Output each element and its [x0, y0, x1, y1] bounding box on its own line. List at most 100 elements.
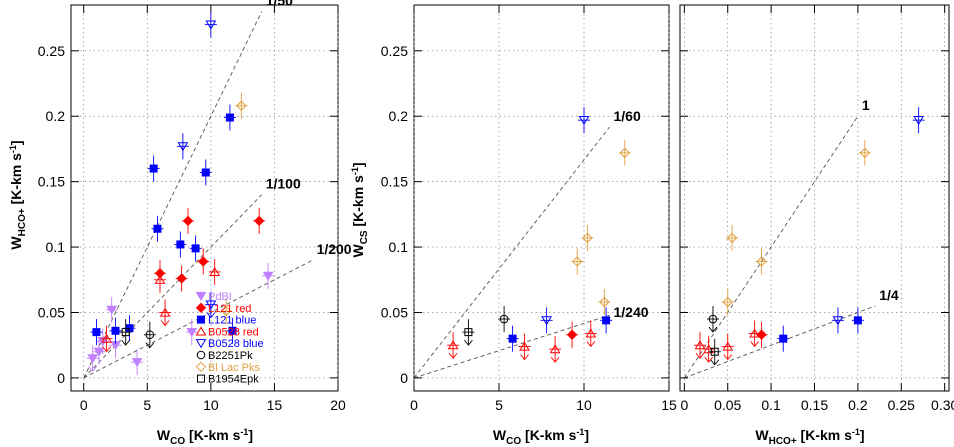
x-tick-label: 5 [143, 397, 151, 413]
ratio-lines-left: 1/50 1/100 1/200 [83, 0, 352, 379]
x-tick-label: 0.25 [888, 397, 915, 413]
legend-marker [195, 361, 207, 373]
data-point [92, 328, 101, 337]
y-tick-label: 0 [57, 370, 65, 386]
x-axis-label-middle-close: ] [584, 427, 589, 443]
upper-limit-arrow [520, 354, 529, 361]
points-left [86, 11, 275, 376]
ticks-left: 0 5 10 15 20 0 0.05 0.1 0.15 0.2 0.25 [38, 5, 346, 413]
x-tick-label: 0.1 [761, 397, 781, 413]
data-point [599, 296, 610, 308]
x-tick-label: 0 [680, 397, 688, 413]
data-point [176, 273, 187, 284]
data-point [262, 271, 274, 281]
x-tick-label: 0.30 [931, 397, 954, 413]
y-tick-label: 0.25 [38, 43, 65, 59]
data-point [749, 328, 761, 338]
data-point [186, 328, 198, 338]
y-tick-label: 0.1 [46, 239, 66, 255]
y-axis-label-middle-w: W [350, 244, 366, 258]
data-point [176, 240, 185, 249]
ratio-line-label: 1 [862, 97, 870, 113]
legend-label: B0528 red [208, 326, 259, 338]
x-axis-label-right-close: ] [860, 427, 865, 443]
upper-limit-arrow [121, 339, 131, 346]
points-middle [447, 107, 631, 363]
data-point [832, 316, 844, 326]
ratio-line [684, 305, 876, 379]
y-axis-label-middle-sub: CS [359, 230, 370, 244]
legend-marker [196, 350, 206, 360]
data-point [859, 147, 871, 159]
plot-frame-right [679, 4, 950, 392]
upper-limit-arrow [88, 366, 97, 373]
legend-marker [195, 291, 207, 302]
y-tick-label: 0.15 [38, 174, 65, 190]
upper-limit-arrow [145, 342, 155, 349]
x-axis-label-right: WHCO+ [K-km s-1] [755, 427, 864, 447]
y-axis-label-left-close: ] [8, 140, 24, 145]
x-tick-label: 5 [495, 397, 503, 413]
x-axis-label-right-w: W [755, 427, 769, 443]
upper-limit-arrow [102, 346, 111, 353]
data-point [756, 329, 767, 340]
data-point [519, 341, 530, 351]
x-tick-label: 0.15 [801, 397, 828, 413]
data-point [87, 354, 98, 364]
legend-label: PdBI [208, 291, 232, 303]
data-point [220, 305, 232, 317]
upper-limit-arrow [160, 320, 170, 327]
x-axis-label-middle-w: W [493, 427, 507, 443]
data-point [853, 316, 862, 325]
grid-middle [413, 5, 670, 391]
data-point [201, 168, 210, 177]
data-point [722, 296, 733, 308]
data-point [549, 344, 561, 354]
upper-limit-arrow [695, 352, 705, 359]
data-point [111, 326, 120, 335]
y-tick-label: 0 [400, 370, 408, 386]
data-point [722, 341, 734, 351]
x-tick-label: 15 [267, 397, 283, 413]
y-axis-label-left-w: W [8, 236, 24, 250]
x-axis-label-right-sub: HCO+ [769, 436, 797, 447]
y-tick-label: 0.1 [389, 239, 409, 255]
x-tick-label: 0.05 [714, 397, 741, 413]
data-point [602, 316, 611, 325]
x-tick-label: 0.2 [848, 397, 868, 413]
data-point [191, 244, 200, 253]
legend-label: B2251Pk [208, 350, 253, 362]
data-point [228, 326, 237, 335]
ratio-line [413, 314, 610, 379]
data-point [499, 314, 509, 324]
y-tick-label: 0.05 [381, 304, 408, 320]
data-point [205, 300, 217, 310]
upper-limit-arrow [750, 341, 759, 348]
y-tick-label: 0.05 [38, 304, 65, 320]
legend-label: B1954Epk [208, 374, 259, 386]
ratio-lines-middle: 1/60 1/240 [413, 108, 649, 379]
upper-limit-arrow [708, 326, 718, 333]
y-axis-label-middle-exp: -1 [350, 167, 360, 175]
x-tick-label: 20 [330, 397, 346, 413]
data-point [131, 358, 143, 368]
x-tick-label: 10 [576, 397, 592, 413]
panel-middle: 1/60 1/240 0 5 10 15 0 0.05 0.1 0.15 0.2 0.25 WCS … [350, 4, 677, 447]
data-point [694, 340, 706, 350]
ratio-line-label: 1/50 [266, 0, 293, 9]
data-point [198, 256, 209, 267]
data-point [101, 333, 112, 343]
ratio-line-label: 1/100 [266, 176, 301, 192]
upper-limit-arrow [704, 356, 713, 363]
data-point [913, 116, 925, 126]
upper-limit-arrow [464, 339, 473, 346]
upper-limit-arrow [448, 352, 458, 359]
x-tick-label: 0 [80, 397, 88, 413]
data-point [153, 224, 162, 233]
upper-limit-arrow [710, 359, 720, 366]
y-axis-label-middle-close: ] [350, 162, 366, 167]
x-axis-label-left: WCO [K-km s-1] [157, 427, 253, 447]
legend-marker [195, 339, 207, 349]
data-point [756, 256, 767, 267]
